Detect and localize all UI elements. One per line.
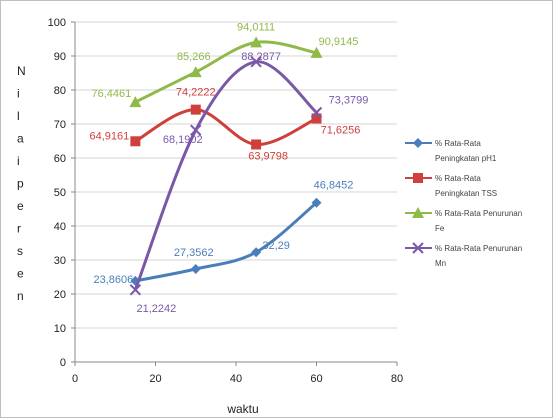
x-tick-label: 0 [72, 373, 78, 385]
series-3-point-0 [129, 284, 142, 296]
series-0-data-label-1: 27,3562 [174, 247, 214, 259]
series-0-line [135, 201, 318, 283]
series-2-line [134, 40, 317, 104]
series-1-point-3 [311, 113, 322, 124]
series-0-data-label-0: 23,8606 [93, 274, 133, 286]
series-1-line [134, 108, 318, 146]
x-axis-title: waktu [226, 402, 258, 416]
legend-label-2: % Rata-Rata Penurunan Fe [435, 209, 522, 233]
series-3-data-label-1: 68,1902 [163, 134, 203, 146]
x-tick-label: 20 [149, 373, 161, 385]
series-3-point-2 [250, 56, 262, 68]
series-2-point-3 [310, 46, 323, 58]
y-tick-label: 20 [54, 289, 66, 301]
y-tick-label: 60 [54, 153, 66, 165]
legend-entry-0: % Rata-Rata Peningkatan pH1 [405, 138, 497, 163]
x-tick-label: 80 [391, 373, 403, 385]
series-0-point-3 [311, 197, 322, 208]
y-tick-label: 50 [54, 187, 66, 199]
series-0-point-1 [190, 263, 201, 274]
legend-swatch-marker-1 [413, 173, 423, 183]
y-tick-label: 100 [48, 17, 66, 29]
series-3-point-1-stroke-b [190, 124, 202, 136]
series-2-data-label-0: 76,4461 [91, 88, 131, 100]
series-0-data-label-2: 32,29 [262, 240, 290, 252]
x-tick-label: 60 [310, 373, 322, 385]
y-tick-label: 80 [54, 85, 66, 97]
series-1-point-1 [190, 104, 201, 115]
series-1-data-label-0: 64,9161 [89, 130, 129, 142]
series-3-line [133, 60, 318, 291]
legend-label-1: % Rata-Rata Peningkatan TSS [435, 174, 497, 198]
series-1-data-label-2: 63,9798 [248, 150, 288, 162]
series-3-data-label-0: 21,2242 [136, 303, 176, 315]
y-tick-label: 70 [54, 119, 66, 131]
series-0-point-2 [251, 247, 262, 258]
y-tick-label: 30 [54, 255, 66, 267]
legend-entry-2: % Rata-Rata Penurunan Fe [405, 207, 522, 233]
legend-swatch-marker-2 [412, 207, 424, 218]
legend: % Rata-Rata Peningkatan pH1 % Rata-Rata Pen… [405, 138, 522, 268]
series-3-point-2-stroke-b [250, 56, 262, 68]
series-2-point-2 [250, 36, 263, 48]
series-0-data-label-3: 46,8452 [314, 180, 354, 192]
series-2-data-label-2: 94,0111 [237, 21, 275, 33]
y-tick-label: 0 [60, 357, 66, 369]
y-tick-label: 90 [54, 51, 66, 63]
series-3-point-3 [310, 106, 323, 119]
y-tick-label: 40 [54, 221, 66, 233]
axes-layer: 0 10 20 30 40 50 60 70 80 90 100 0 20 40 60 80 [48, 17, 403, 385]
series-1-data-label-1: 74,2222 [176, 87, 216, 99]
series-1-point-0 [130, 136, 141, 147]
series-1-data-label-3: 71,6256 [321, 124, 361, 136]
legend-label-3: % Rata-Rata Penurunan Mn [435, 244, 522, 268]
x-tick-label: 40 [230, 373, 242, 385]
legend-swatch-marker-3 [412, 242, 424, 254]
data-labels-layer: 23,8606 27,3562 32,29 46,8452 64,9161 74,2222… [89, 21, 368, 314]
legend-swatch-marker-3-stroke-b [412, 242, 424, 254]
series-3-point-3-stroke-b [310, 106, 323, 119]
series-3-point-1 [190, 124, 202, 136]
series-1-point-2 [251, 139, 262, 150]
series-layer [129, 36, 323, 296]
grid-layer [75, 21, 397, 329]
legend-entry-1: % Rata-Rata Peningkatan TSS [405, 173, 497, 198]
y-tick-label: 10 [54, 323, 66, 335]
legend-label-0: % Rata-Rata Peningkatan pH1 [435, 139, 497, 163]
series-3-data-label-3: 73,3799 [329, 95, 369, 107]
legend-swatch-marker-0 [413, 138, 423, 148]
series-2-point-0 [129, 96, 142, 108]
series-2-data-label-3: 90,9145 [319, 36, 359, 48]
series-2-data-label-1: 85,266 [177, 51, 211, 63]
series-2-point-1 [189, 66, 202, 78]
legend-entry-3: % Rata-Rata Penurunan Mn [405, 242, 522, 268]
series-3-point-0-stroke-b [129, 284, 142, 296]
series-3-data-label-2: 88,2877 [241, 51, 281, 63]
